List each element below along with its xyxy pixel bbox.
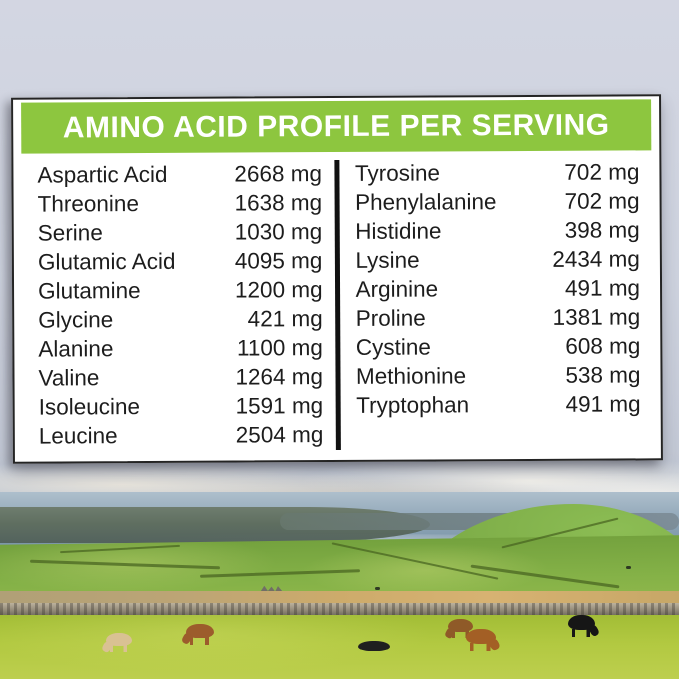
amino-acid-value: 1591 mg: [235, 393, 324, 419]
amino-acid-row: Serine 1030 mg: [38, 217, 323, 247]
column-divider: [333, 159, 341, 451]
amino-acid-row: Valine 1264 mg: [38, 362, 323, 392]
panel-header: AMINO ACID PROFILE PER SERVING: [21, 99, 652, 154]
amino-acid-value: 702 mg: [564, 159, 640, 185]
amino-acid-row: Glycine 421 mg: [38, 304, 323, 334]
amino-acid-value: 1200 mg: [234, 277, 323, 303]
amino-acid-row: Glutamic Acid 4095 mg: [38, 246, 323, 276]
amino-acid-name: Leucine: [38, 423, 118, 449]
amino-acid-value: 2668 mg: [234, 161, 323, 187]
amino-acid-row: Methionine 538 mg: [356, 360, 641, 390]
amino-acid-name: Arginine: [355, 276, 439, 302]
cow-image: [568, 615, 595, 638]
amino-acid-name: Methionine: [355, 363, 467, 389]
stone-wall: [0, 603, 679, 616]
cow-image: [186, 624, 214, 645]
amino-acid-value: 1638 mg: [234, 190, 323, 216]
amino-acid-value: 4095 mg: [234, 248, 323, 274]
amino-acid-row: Proline 1381 mg: [356, 302, 641, 332]
amino-acid-panel: AMINO ACID PROFILE PER SERVING Aspartic …: [11, 94, 663, 464]
amino-acid-value: 538 mg: [565, 362, 641, 388]
amino-acid-column-right: Tyrosine 702 mg Phenylalanine 702 mg Histi…: [355, 155, 641, 449]
amino-acid-name: Serine: [37, 220, 103, 246]
amino-acid-value: 491 mg: [564, 275, 641, 301]
amino-acid-name: Tyrosine: [354, 160, 441, 186]
amino-acid-value: 398 mg: [564, 217, 640, 243]
cow-image: [448, 619, 473, 639]
cow-image: [358, 641, 390, 651]
amino-acid-name: Cystine: [355, 334, 431, 360]
cow-image: [106, 633, 132, 653]
amino-acid-name: Glycine: [38, 307, 114, 333]
amino-acid-value: 702 mg: [564, 188, 640, 214]
amino-acid-name: Aspartic Acid: [37, 161, 168, 188]
amino-acid-name: Lysine: [355, 247, 420, 273]
cow-image: [466, 629, 496, 652]
distant-cow: [375, 587, 380, 590]
distant-cow: [626, 566, 631, 569]
amino-acid-value: 1381 mg: [552, 304, 641, 330]
amino-acid-value: 491 mg: [565, 391, 641, 417]
amino-acid-value: 1264 mg: [235, 364, 324, 390]
amino-acid-row: Isoleucine 1591 mg: [39, 391, 324, 421]
amino-acid-name: Valine: [38, 365, 100, 391]
panel-body: Aspartic Acid 2668 mg Threonine 1638 mg Se…: [13, 150, 661, 451]
amino-acid-value: 608 mg: [565, 333, 641, 359]
amino-acid-name: Proline: [355, 305, 426, 331]
amino-acid-name: Tryptophan: [356, 392, 470, 418]
amino-acid-row: Alanine 1100 mg: [38, 333, 323, 363]
amino-acid-row: Tyrosine 702 mg: [355, 157, 640, 187]
amino-acid-value: 421 mg: [247, 306, 323, 332]
panel-title: AMINO ACID PROFILE PER SERVING: [62, 108, 610, 144]
amino-acid-column-left: Aspartic Acid 2668 mg Threonine 1638 mg Se…: [37, 157, 323, 451]
amino-acid-name: Phenylalanine: [355, 189, 497, 215]
amino-acid-row: Arginine 491 mg: [355, 273, 640, 303]
amino-acid-row: Phenylalanine 702 mg: [355, 186, 640, 216]
amino-acid-value: 1100 mg: [236, 335, 323, 361]
amino-acid-row: Threonine 1638 mg: [38, 188, 323, 218]
amino-acid-name: Glutamic Acid: [37, 248, 176, 275]
amino-acid-row: Tryptophan 491 mg: [356, 389, 641, 419]
amino-acid-name: Glutamine: [37, 278, 141, 304]
amino-acid-row: Leucine 2504 mg: [39, 420, 324, 450]
amino-acid-row: Histidine 398 mg: [355, 215, 640, 245]
amino-acid-row: Cystine 608 mg: [356, 331, 641, 361]
amino-acid-name: Histidine: [355, 218, 442, 244]
amino-acid-row: Glutamine 1200 mg: [38, 275, 323, 305]
amino-acid-name: Alanine: [38, 336, 114, 362]
amino-acid-name: Isoleucine: [38, 394, 141, 420]
hay-strip: [0, 591, 679, 606]
amino-acid-row: Aspartic Acid 2668 mg: [37, 159, 322, 189]
amino-acid-row: Lysine 2434 mg: [355, 244, 640, 274]
amino-acid-value: 2434 mg: [552, 246, 640, 272]
amino-acid-value: 1030 mg: [234, 219, 323, 245]
amino-acid-name: Threonine: [37, 191, 139, 217]
amino-acid-value: 2504 mg: [235, 422, 324, 448]
farmhouse: [260, 585, 284, 596]
